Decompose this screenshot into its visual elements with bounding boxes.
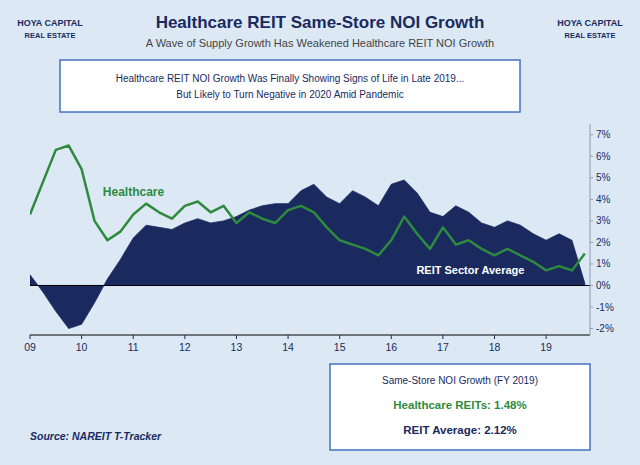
x-tick-label: 13 [231, 341, 243, 353]
y-tick [590, 285, 593, 286]
x-tick-label: 19 [540, 341, 552, 353]
logo-subtext: REAL ESTATE [25, 31, 76, 40]
logo-text: HOYA CAPITAL [557, 18, 623, 28]
zero-line [30, 285, 590, 286]
stats-title: Same-Store NOI Growth (FY 2019) [382, 375, 538, 386]
annotation-line: But Likely to Turn Negative in 2020 Amid… [176, 89, 403, 100]
y-tick [590, 263, 593, 264]
x-tick-label: 18 [489, 341, 501, 353]
line [30, 146, 585, 271]
x-tick [30, 335, 31, 339]
y-tick [590, 307, 593, 308]
x-tick-label: 11 [128, 341, 139, 353]
x-tick-label: 16 [385, 341, 397, 353]
y-tick [590, 177, 593, 178]
title: Healthcare REIT Same-Store NOI Growth [156, 13, 485, 32]
chart: Healthcare REIT Same-Store NOI Growth A W… [0, 0, 640, 465]
stats-reit: REIT Average: 2.12% [403, 424, 517, 436]
annotation: Healthcare REIT NOI Growth Was Finally S… [116, 73, 465, 100]
x-tick [442, 335, 443, 339]
y-tick [590, 199, 593, 200]
source: Source: NAREIT T-Tracker [30, 430, 162, 442]
y-axis-line [590, 124, 591, 335]
annotation-box [60, 60, 520, 112]
logo-text: HOYA CAPITAL [17, 18, 83, 28]
y-tick-label: 7% [596, 129, 611, 140]
x-tick [184, 335, 185, 339]
subtitle: A Wave of Supply Growth Has Weakened Hea… [146, 37, 494, 49]
x-tick [546, 335, 547, 339]
y-tick [590, 156, 593, 157]
x-tick-label: 09 [24, 341, 36, 353]
y-tick-label: 2% [596, 237, 611, 248]
x-tick [391, 335, 392, 339]
area [30, 180, 585, 329]
x-tick [133, 335, 134, 339]
stats-box [330, 364, 590, 450]
series-label: REIT Sector Average [416, 264, 524, 276]
y-tick-label: 0% [596, 280, 611, 291]
y-tick-label: 3% [596, 215, 611, 226]
x-tick-label: 10 [76, 341, 88, 353]
x-tick-label: 15 [334, 341, 346, 353]
y-tick [590, 328, 593, 329]
series-label: Healthcare [103, 185, 165, 199]
annotation-line: Healthcare REIT NOI Growth Was Finally S… [116, 73, 465, 84]
x-tick-label: 17 [437, 341, 449, 353]
x-tick [81, 335, 82, 339]
y-tick [590, 242, 593, 243]
y-tick [590, 220, 593, 221]
x-tick [339, 335, 340, 339]
y-tick-label: 1% [596, 258, 611, 269]
x-tick-label: 12 [179, 341, 191, 353]
x-tick [494, 335, 495, 339]
y-tick-label: 6% [596, 151, 611, 162]
x-tick-label: 14 [282, 341, 294, 353]
background [0, 0, 640, 465]
y-tick-label: 4% [596, 194, 611, 205]
logo-subtext: REAL ESTATE [565, 31, 616, 40]
y-tick [590, 134, 593, 135]
x-axis-line [30, 335, 590, 336]
y-tick-label: 5% [596, 172, 611, 183]
y-tick-label: -2% [596, 323, 614, 334]
plot-data [30, 146, 585, 329]
x-tick [236, 335, 237, 339]
stats-healthcare: Healthcare REITs: 1.48% [393, 399, 526, 411]
y-tick-label: -1% [596, 302, 614, 313]
x-tick [288, 335, 289, 339]
